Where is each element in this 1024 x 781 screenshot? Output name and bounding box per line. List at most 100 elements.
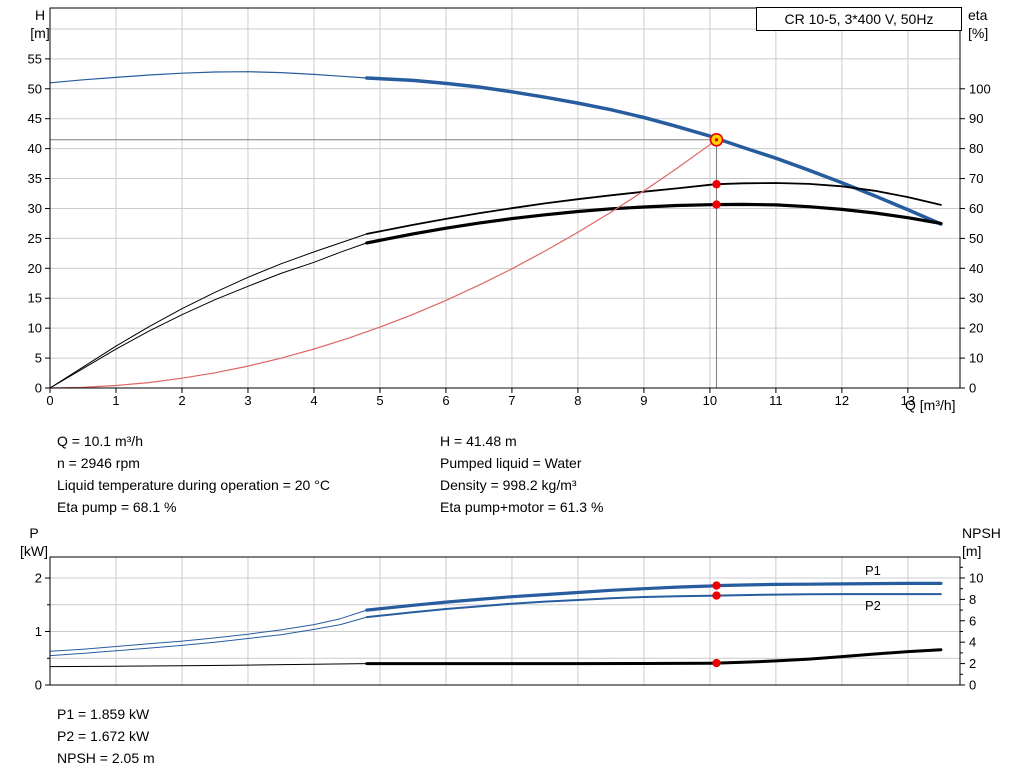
h-curve-extension — [49, 71, 368, 84]
svg-text:2: 2 — [969, 656, 976, 671]
info-speed: n = 2946 rpm — [57, 455, 140, 471]
bottom-chart: P1 P2 0 1 2 0 2 4 6 8 10 — [35, 556, 983, 693]
svg-text:8: 8 — [574, 393, 581, 408]
svg-text:0: 0 — [46, 393, 53, 408]
power-info: P1 = 1.859 kW P2 = 1.672 kW NPSH = 2.05 … — [57, 703, 155, 769]
svg-text:7: 7 — [508, 393, 515, 408]
svg-text:10: 10 — [703, 393, 717, 408]
svg-text:10: 10 — [969, 351, 983, 366]
h-axis-label: H [m] — [20, 6, 60, 42]
info-p1: P1 = 1.859 kW — [57, 706, 150, 722]
svg-text:20: 20 — [28, 261, 42, 276]
info-pumped-liquid: Pumped liquid = Water — [440, 455, 582, 471]
eta-pump-duty-dot — [712, 180, 721, 189]
q-axis-label: Q [m³/h] — [905, 397, 956, 413]
p-axis-unit: [kW] — [20, 543, 48, 559]
h-curve — [365, 76, 943, 226]
eta-pump-motor-duty-dot — [712, 200, 721, 209]
svg-text:10: 10 — [28, 321, 42, 336]
svg-text:6: 6 — [442, 393, 449, 408]
eta-axis-name: eta — [968, 7, 988, 23]
svg-text:0: 0 — [969, 381, 976, 396]
svg-text:2: 2 — [35, 571, 42, 586]
svg-text:70: 70 — [969, 171, 983, 186]
svg-text:80: 80 — [969, 141, 983, 156]
system-curve — [49, 139, 718, 389]
svg-text:15: 15 — [28, 291, 42, 306]
p1-label: P1 — [865, 563, 881, 578]
eta-pump-motor-curve — [365, 202, 943, 245]
npsh-curve — [365, 648, 943, 666]
svg-text:35: 35 — [28, 171, 42, 186]
svg-text:9: 9 — [640, 393, 647, 408]
npsh-extension — [49, 663, 368, 668]
svg-text:55: 55 — [28, 51, 42, 66]
svg-text:0: 0 — [35, 678, 42, 693]
p2-curve — [365, 593, 942, 619]
info-head: H = 41.48 m — [440, 433, 517, 449]
info-p2: P2 = 1.672 kW — [57, 728, 150, 744]
npsh-axis-unit: [m] — [962, 543, 982, 559]
svg-text:30: 30 — [969, 291, 983, 306]
svg-text:50: 50 — [969, 231, 983, 246]
eta-pump-extension — [49, 233, 368, 389]
svg-text:40: 40 — [28, 141, 42, 156]
svg-text:4: 4 — [310, 393, 317, 408]
top-chart-frame — [49, 7, 961, 389]
svg-text:60: 60 — [969, 201, 983, 216]
svg-text:45: 45 — [28, 111, 42, 126]
svg-text:3: 3 — [244, 393, 251, 408]
p-axis-label: P [kW] — [12, 524, 56, 560]
eta-pump-motor-extension — [49, 242, 368, 389]
p1-extension — [49, 609, 368, 652]
svg-text:1: 1 — [35, 624, 42, 639]
pump-title-box: CR 10-5, 3*400 V, 50Hz — [756, 7, 962, 31]
svg-text:30: 30 — [28, 201, 42, 216]
npsh-axis-label: NPSH [m] — [962, 524, 1001, 560]
duty-info-right: H = 41.48 m Pumped liquid = Water Densit… — [440, 430, 603, 518]
p-axis-name: P — [29, 525, 39, 541]
svg-text:20: 20 — [969, 321, 983, 336]
svg-text:10: 10 — [969, 570, 983, 585]
info-flow: Q = 10.1 m³/h — [57, 433, 143, 449]
svg-text:11: 11 — [769, 393, 783, 408]
svg-text:90: 90 — [969, 111, 983, 126]
svg-text:5: 5 — [376, 393, 383, 408]
svg-text:100: 100 — [969, 81, 991, 96]
p2-label: P2 — [865, 598, 881, 613]
svg-text:0: 0 — [969, 678, 976, 693]
svg-text:1: 1 — [112, 393, 119, 408]
npsh-axis-name: NPSH — [962, 525, 1001, 541]
svg-text:40: 40 — [969, 261, 983, 276]
info-liquid-temp: Liquid temperature during operation = 20… — [57, 477, 330, 493]
top-chart: 0 1 2 3 4 5 6 7 8 9 10 11 12 130510152025303540455055… — [28, 7, 991, 408]
svg-text:8: 8 — [969, 592, 976, 607]
eta-pump-curve — [365, 182, 942, 235]
pump-title: CR 10-5, 3*400 V, 50Hz — [784, 11, 934, 27]
info-npsh: NPSH = 2.05 m — [57, 750, 155, 766]
info-eta-pump-motor: Eta pump+motor = 61.3 % — [440, 499, 604, 515]
info-eta-pump: Eta pump = 68.1 % — [57, 499, 177, 515]
eta-axis-unit: [%] — [968, 25, 989, 41]
svg-text:2: 2 — [178, 393, 185, 408]
p1-duty-dot — [712, 581, 721, 590]
h-axis-unit: [m] — [30, 25, 50, 41]
p2-extension — [49, 616, 368, 657]
p1-curve — [365, 581, 943, 612]
svg-text:0: 0 — [35, 381, 42, 396]
eta-axis-label: eta [%] — [968, 6, 988, 42]
h-axis-name: H — [34, 7, 46, 23]
duty-info-left: Q = 10.1 m³/h n = 2946 rpm Liquid temper… — [57, 430, 330, 518]
svg-text:25: 25 — [28, 231, 42, 246]
svg-text:6: 6 — [969, 613, 976, 628]
p2-duty-dot — [712, 591, 721, 600]
svg-text:4: 4 — [969, 635, 976, 650]
npsh-duty-dot — [712, 658, 721, 668]
svg-text:13: 13 — [901, 393, 915, 408]
svg-text:12: 12 — [835, 393, 849, 408]
info-density: Density = 998.2 kg/m³ — [440, 477, 577, 493]
svg-text:5: 5 — [35, 351, 42, 366]
svg-text:50: 50 — [28, 81, 42, 96]
